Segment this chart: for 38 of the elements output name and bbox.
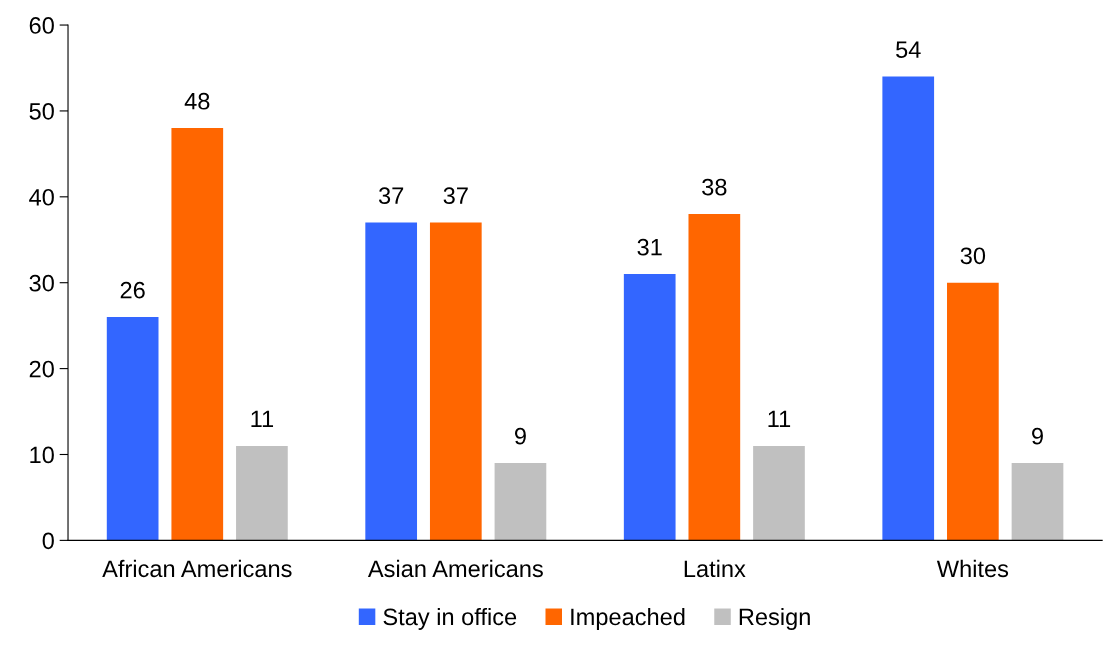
- bar: [365, 222, 418, 541]
- bar: [106, 317, 159, 541]
- bar: [753, 445, 805, 541]
- data-label: 37: [443, 187, 468, 205]
- bar: [947, 282, 999, 541]
- data-label: 11: [768, 410, 791, 428]
- bar: [623, 274, 676, 541]
- y-tick-label: 0: [42, 532, 54, 550]
- x-tick-label: Latinx: [684, 559, 746, 578]
- data-label: 9: [514, 427, 526, 445]
- data-label: 9: [1032, 427, 1043, 445]
- y-tick-label: 20: [29, 360, 54, 378]
- legend-label: Stay in office: [383, 607, 517, 630]
- x-tick-label: African Americans: [102, 559, 292, 578]
- x-tick-label: Asian Americans: [367, 559, 543, 578]
- data-label: 48: [184, 92, 210, 110]
- data-label: 30: [960, 247, 986, 265]
- legend-label: Resign: [739, 607, 810, 630]
- data-label: 11: [251, 410, 274, 428]
- y-tick-label: 30: [29, 274, 54, 292]
- bar: [882, 76, 935, 541]
- bar: [171, 128, 224, 541]
- y-tick-label: 60: [29, 17, 54, 34]
- bar: [429, 222, 482, 541]
- bar: [236, 445, 288, 541]
- data-label: 54: [896, 41, 921, 59]
- bar: [494, 463, 547, 541]
- y-tick-label: 10: [30, 446, 54, 464]
- data-label: 26: [120, 281, 145, 299]
- bar: [688, 214, 741, 541]
- y-tick-label: 50: [29, 103, 54, 120]
- x-tick-label: Whites: [936, 559, 1009, 578]
- bar: [1011, 463, 1064, 541]
- data-label: 37: [378, 187, 404, 205]
- data-label: 31: [637, 238, 662, 256]
- data-label: 38: [702, 178, 727, 196]
- y-tick-label: 40: [29, 188, 54, 206]
- legend-label: Impeached: [571, 607, 685, 630]
